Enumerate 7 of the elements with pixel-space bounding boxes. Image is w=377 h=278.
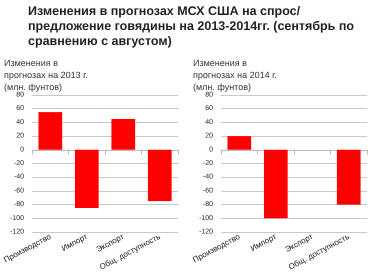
bar	[111, 118, 136, 150]
y-axis-title: Изменения в прогнозах на 2014 г. (млн. фунтов)	[193, 58, 280, 92]
bar	[74, 150, 99, 208]
bar	[148, 150, 172, 202]
bar	[38, 112, 62, 150]
chart-title: Изменения в прогнозах МСХ США на спрос/предложение говядины на 2013-2014гг. (сентябрь по сравнению с августом)	[28, 4, 356, 49]
y-axis-title: Изменения в прогнозах на 2013 г. (млн. фунтов)	[4, 58, 90, 92]
